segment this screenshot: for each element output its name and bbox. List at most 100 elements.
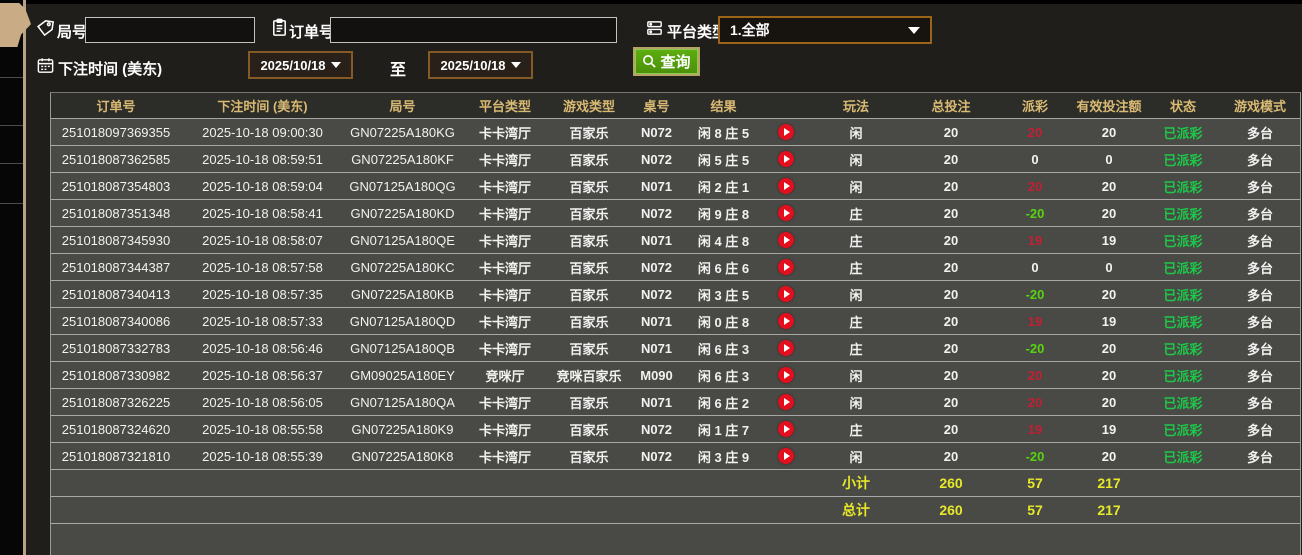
cell-time: 2025-10-18 08:56:46 — [202, 340, 323, 356]
play-icon[interactable] — [777, 259, 794, 275]
column-header: 游戏模式 — [1233, 99, 1286, 114]
play-icon[interactable] — [777, 178, 794, 194]
column-header — [763, 93, 808, 118]
cell-mode: 多台 — [1246, 314, 1273, 330]
cell-payout: 20 — [1027, 394, 1043, 410]
cell-payout: 19 — [1027, 232, 1043, 248]
cell-time: 2025-10-18 08:57:58 — [202, 259, 323, 275]
date-range-to-label: 至 — [390, 62, 407, 79]
play-cell — [763, 281, 808, 307]
column-header: 下注时间 (美东) — [217, 99, 308, 114]
column-header: 游戏类型 — [562, 99, 615, 114]
play-icon[interactable] — [777, 394, 794, 410]
play-cell — [763, 146, 808, 172]
play-icon[interactable] — [777, 232, 794, 248]
table-row: 251018087340413 2025-10-18 08:57:35 GN0722… — [51, 281, 1300, 308]
date-from-select[interactable]: 2025/10/18 — [248, 51, 353, 79]
play-cell — [763, 443, 808, 469]
cell-order: 251018087344387 — [61, 259, 171, 275]
cell-game_type: 百家乐 — [569, 449, 609, 465]
cell-bet: 闲 — [849, 125, 863, 141]
play-icon[interactable] — [777, 340, 794, 356]
cell-result: 闲 9 庄 8 — [697, 206, 750, 222]
order-number-input[interactable] — [330, 17, 617, 43]
cell-game_type: 百家乐 — [569, 395, 609, 411]
empty-cell — [461, 470, 549, 496]
cell-platform: 竞咪厅 — [485, 368, 525, 384]
caret-down-icon — [330, 62, 341, 68]
play-icon[interactable] — [777, 151, 794, 167]
cell-table_no: M090 — [640, 367, 673, 383]
cell-time: 2025-10-18 09:00:30 — [202, 124, 323, 140]
cell-mode: 多台 — [1246, 287, 1273, 303]
play-cell — [763, 173, 808, 199]
cell-game: GN07225A180KB — [350, 286, 455, 302]
game-number-input[interactable] — [85, 17, 255, 43]
play-cell — [763, 362, 808, 388]
empty-cell — [344, 497, 461, 523]
cell-result: 闲 4 庄 8 — [697, 233, 750, 249]
date-to-select[interactable]: 2025/10/18 — [428, 51, 533, 79]
cell-result: 闲 2 庄 1 — [697, 179, 750, 195]
cell-mode: 多台 — [1246, 449, 1273, 465]
cell-valid: 20 — [1101, 367, 1117, 383]
cell-game: GM09025A180EY — [350, 367, 455, 383]
cell-status: 已派彩 — [1163, 368, 1203, 384]
cell-game: GN07225A180K8 — [351, 448, 454, 464]
cell-game: GN07225A180KG — [350, 124, 455, 140]
cell-table_no: N072 — [640, 124, 673, 140]
cell-platform: 卡卡湾厅 — [478, 422, 531, 438]
table-row: 251018087340086 2025-10-18 08:57:33 GN0712… — [51, 308, 1300, 335]
cell-order: 251018087321810 — [61, 448, 171, 464]
cell-valid: 0 — [1105, 259, 1113, 275]
cell-bet: 庄 — [849, 206, 863, 222]
play-icon[interactable] — [777, 367, 794, 383]
cell-platform: 卡卡湾厅 — [478, 341, 531, 357]
cell-order: 251018087332783 — [61, 340, 171, 356]
cell-table_no: N072 — [640, 205, 673, 221]
cell-result: 闲 1 庄 7 — [697, 422, 750, 438]
cell-status: 已派彩 — [1163, 206, 1203, 222]
play-icon[interactable] — [777, 286, 794, 302]
cell-result: 闲 5 庄 5 — [697, 152, 750, 168]
play-cell — [763, 416, 808, 442]
sidebar-border — [23, 0, 26, 555]
empty-cell — [1220, 470, 1300, 496]
query-button[interactable]: 查询 — [633, 47, 700, 76]
cell-game: GN07125A180QE — [350, 232, 455, 248]
cell-total_bet: 20 — [943, 259, 959, 275]
empty-cell — [1146, 497, 1220, 523]
cell-order: 251018097369355 — [61, 124, 171, 140]
cell-result: 闲 3 庄 5 — [697, 287, 750, 303]
empty-cell — [763, 470, 808, 496]
play-icon[interactable] — [777, 448, 794, 464]
play-icon[interactable] — [777, 421, 794, 437]
cell-payout: 20 — [1027, 367, 1043, 383]
table-row: 251018087344387 2025-10-18 08:57:58 GN0722… — [51, 254, 1300, 281]
cell-status: 已派彩 — [1163, 287, 1203, 303]
cell-game_type: 百家乐 — [569, 179, 609, 195]
cell-result: 闲 8 庄 5 — [697, 125, 750, 141]
cell-total_bet: 20 — [943, 124, 959, 140]
cell-status: 已派彩 — [1163, 314, 1203, 330]
cell-valid: 19 — [1101, 313, 1117, 329]
cell-platform: 卡卡湾厅 — [478, 314, 531, 330]
cell-game: GN07225A180KC — [350, 259, 455, 275]
play-icon[interactable] — [777, 124, 794, 140]
cell-bet: 庄 — [849, 422, 863, 438]
platform-type-select[interactable]: 1.全部 — [718, 16, 932, 44]
bet-time-label: 下注时间 (美东) — [58, 61, 163, 78]
column-header: 订单号 — [96, 99, 136, 114]
cell-time: 2025-10-18 08:58:41 — [202, 205, 323, 221]
play-icon[interactable] — [777, 205, 794, 221]
cell-game: GN07125A180QG — [349, 178, 456, 194]
cell-bet: 闲 — [849, 287, 863, 303]
play-icon[interactable] — [777, 313, 794, 329]
cell-table_no: N071 — [640, 232, 673, 248]
cell-game: GN07125A180QB — [350, 340, 455, 356]
column-header: 桌号 — [643, 99, 670, 114]
empty-cell — [461, 497, 549, 523]
cell-status: 已派彩 — [1163, 341, 1203, 357]
empty-cell — [629, 470, 684, 496]
cell-valid: 0 — [1105, 151, 1113, 167]
